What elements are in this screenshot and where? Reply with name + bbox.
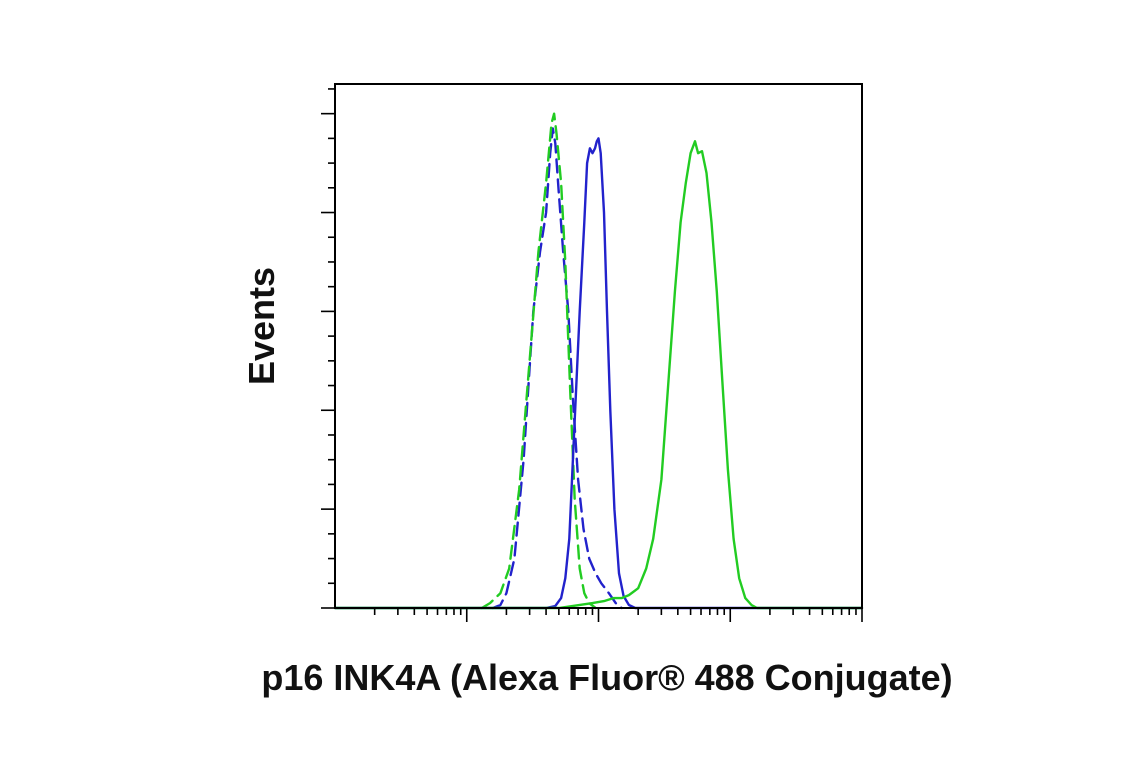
solid-histogram-series-3 [333, 140, 864, 610]
x-axis-ticks [373, 608, 863, 622]
y-axis-ticks [321, 88, 335, 609]
plot-frame [334, 83, 863, 609]
series-layer [333, 112, 864, 610]
x-axis-label: p16 INK4A (Alexa Fluor® 488 Conjugate) [261, 657, 952, 698]
dashed-histogram-series-0 [491, 127, 623, 610]
y-axis-label: Events [241, 267, 282, 385]
dashed-histogram-series-1 [480, 112, 597, 610]
solid-histogram-series-2 [333, 137, 864, 610]
